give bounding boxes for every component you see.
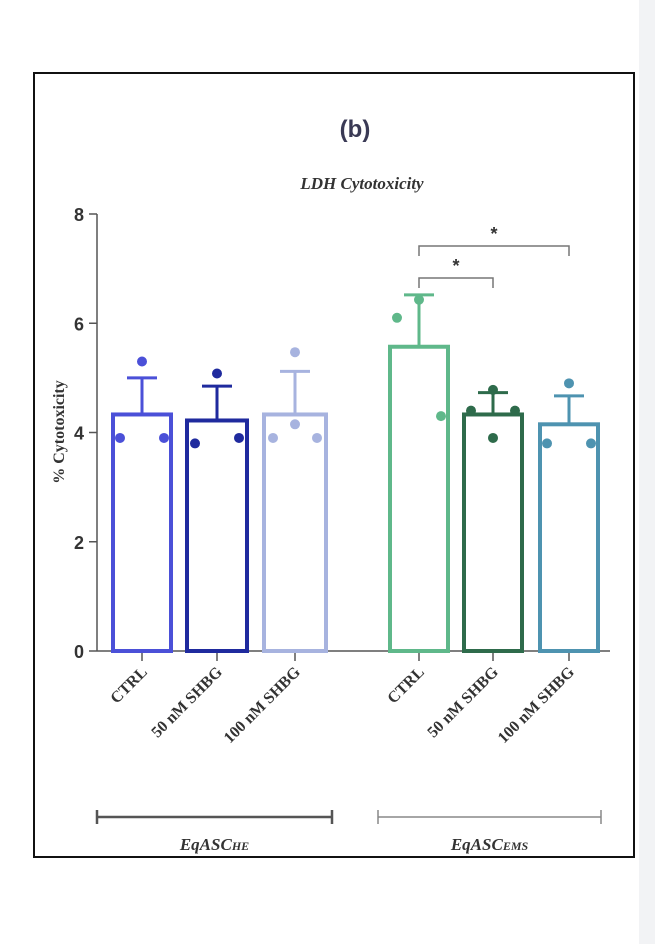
group-label-main: EqASC bbox=[450, 835, 504, 854]
data-point bbox=[115, 432, 125, 443]
bar bbox=[388, 344, 450, 653]
data-point bbox=[137, 356, 147, 367]
bar bbox=[538, 422, 600, 653]
x-tick-label: CTRL bbox=[384, 664, 427, 707]
data-point bbox=[190, 438, 200, 449]
bar bbox=[111, 412, 173, 653]
data-point bbox=[312, 432, 322, 443]
data-point bbox=[414, 294, 424, 305]
data-point bbox=[488, 432, 498, 443]
y-tick-label: 8 bbox=[74, 205, 84, 225]
page-side-strip bbox=[639, 0, 655, 944]
chart-title: LDH Cytotoxicity bbox=[299, 174, 424, 193]
data-point bbox=[392, 312, 402, 323]
group-label-sub: EMS bbox=[502, 839, 529, 853]
group-label: EqASCEMS bbox=[450, 835, 529, 854]
y-axis-label: % Cytotoxicity bbox=[51, 380, 68, 484]
y-tick-label: 6 bbox=[74, 314, 84, 334]
data-point bbox=[586, 438, 596, 449]
group-label-main: EqASC bbox=[179, 835, 233, 854]
x-tick-label: 100 nM SHBG bbox=[221, 663, 304, 746]
bar bbox=[185, 418, 249, 654]
group-label-sub: HE bbox=[231, 839, 249, 853]
panel-label: (b) bbox=[340, 116, 371, 143]
data-point bbox=[234, 432, 244, 443]
data-point bbox=[466, 405, 476, 416]
data-point bbox=[268, 432, 278, 443]
significance-label: * bbox=[452, 256, 459, 276]
x-tick-label: 50 nM SHBG bbox=[424, 663, 502, 741]
y-tick-label: 0 bbox=[74, 642, 84, 662]
significance-bracket bbox=[418, 277, 494, 288]
data-point bbox=[159, 432, 169, 443]
data-point bbox=[212, 368, 222, 379]
group-bracket bbox=[377, 810, 602, 824]
x-tick-label: 100 nM SHBG bbox=[495, 663, 578, 746]
data-point bbox=[290, 347, 300, 358]
significance-bracket bbox=[418, 245, 570, 256]
data-point bbox=[290, 419, 300, 430]
x-tick-label: 50 nM SHBG bbox=[148, 663, 226, 741]
bar bbox=[262, 412, 328, 653]
data-point bbox=[436, 411, 446, 422]
y-tick-label: 4 bbox=[74, 424, 84, 444]
data-point bbox=[542, 438, 552, 449]
group-label: EqASCHE bbox=[179, 835, 249, 854]
group-bracket bbox=[95, 810, 334, 824]
significance-label: * bbox=[490, 224, 497, 244]
y-tick-label: 2 bbox=[74, 533, 84, 553]
data-point bbox=[510, 405, 520, 416]
x-tick-label: CTRL bbox=[107, 664, 150, 707]
figure-frame bbox=[33, 72, 635, 858]
bar bbox=[462, 412, 524, 653]
data-point bbox=[564, 378, 574, 389]
data-point bbox=[488, 384, 498, 395]
